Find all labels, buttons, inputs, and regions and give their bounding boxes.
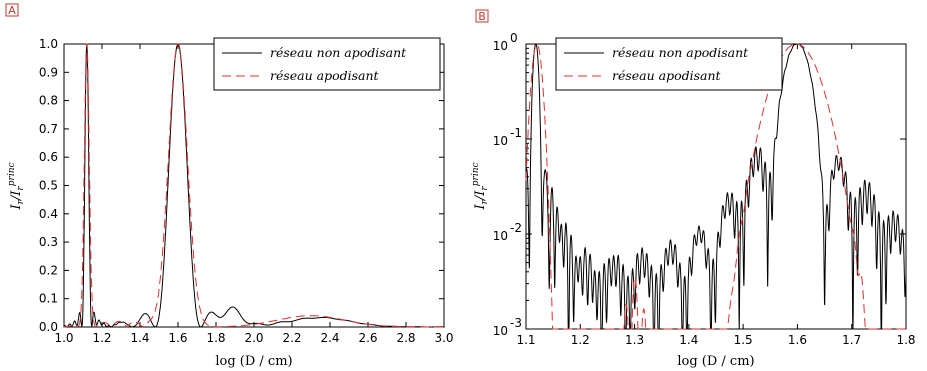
panel-a-label: A	[8, 4, 16, 17]
panel-b-ylabel-mid: /I	[473, 190, 488, 202]
panel-b-ylabel-sup: princ	[471, 162, 481, 186]
panel-b-label: B	[478, 10, 486, 23]
panel-a: A 1.0 1.2 1.4 1.6 1.8 2.0 2.2 2.4 2.6 2.8 3.0 0.00…	[5, 3, 454, 369]
panel-a-y-tick-label: 0.6	[39, 150, 58, 164]
panel-a-x-tick-label: 1.0	[54, 331, 73, 345]
panel-b-y-tick-base: 10	[493, 134, 508, 148]
panel-a-x-tick-label: 2.8	[396, 331, 415, 345]
panel-a-x-tick-label: 2.4	[320, 331, 339, 345]
panel-a-ylabel-sub2: r	[16, 186, 26, 191]
panel-a-x-tick-label: 2.6	[358, 331, 377, 345]
panel-a-y-ticks: 0.0 0.1 0.2 0.3 0.4 0.5 0.6 0.7 0.8 0.9 1.0	[39, 37, 444, 334]
panel-a-legend: réseau non apodisant réseau apodisant	[213, 37, 441, 91]
panel-b-y-tick-base: 10	[493, 229, 508, 243]
panel-b-ylabel-main: I	[473, 204, 488, 211]
svg-text:Ir/Irprinc: Ir/Irprinc	[471, 162, 490, 210]
panel-b-ylabel-sub2: r	[480, 186, 490, 191]
panel-b-legend-item-1: réseau apodisant	[612, 68, 722, 83]
panel-a-x-tick-label: 1.6	[168, 331, 187, 345]
panel-b-y-tick-base: 10	[493, 39, 508, 53]
panel-b-x-tick-label: 1.1	[516, 333, 535, 347]
panel-b-x-tick-label: 1.7	[842, 333, 861, 347]
panel-a-x-tick-label: 2.0	[244, 331, 263, 345]
panel-b-x-tick-label: 1.5	[734, 333, 753, 347]
panel-b-x-tick-label: 1.4	[679, 333, 698, 347]
panel-a-ylabel-mid: /I	[9, 190, 24, 202]
panel-b-x-tick-label: 1.8	[896, 333, 915, 347]
panel-a-x-tick-label: 2.2	[282, 331, 301, 345]
panel-a-x-tick-label: 1.4	[130, 331, 149, 345]
panel-a-y-tick-label: 0.4	[39, 207, 58, 221]
panel-a-y-tick-label: 0.3	[39, 235, 58, 249]
panel-b-xlabel: log (D / cm)	[677, 354, 754, 369]
panel-a-ylabel-sub1: r	[16, 199, 26, 204]
panel-b-y-tick-exponent: -1	[510, 126, 522, 140]
panel-a-y-tick-label: 1.0	[39, 37, 58, 51]
panel-b-legend: réseau non apodisant réseau apodisant	[555, 37, 783, 91]
panel-a-legend-box	[213, 37, 441, 91]
panel-a-xlabel: log (D / cm)	[215, 354, 292, 369]
panel-b-legend-box	[555, 37, 783, 91]
panel-a-x-tick-label: 1.8	[206, 331, 225, 345]
panel-a-x-tick-label: 3.0	[434, 331, 453, 345]
panel-a-y-tick-label: 0.1	[39, 292, 58, 306]
panel-b-x-tick-label: 1.6	[788, 333, 807, 347]
panel-a-ylabel-sup: princ	[7, 162, 17, 186]
panel-a-series-apodisant	[64, 43, 444, 328]
panel-b-x-tick-label: 1.3	[625, 333, 644, 347]
panel-b-x-ticks: 1.1 1.2 1.3 1.4 1.5 1.6 1.7 1.8	[516, 44, 916, 347]
panel-b-y-tick-exponent: -3	[510, 316, 522, 330]
panel-b-x-tick-label: 1.2	[571, 333, 590, 347]
panel-b-badge	[475, 9, 489, 23]
panel-b-series-apodisant	[525, 43, 906, 330]
panel-a-ylabel-main: I	[9, 204, 24, 211]
panel-a-y-tick-label: 0.7	[39, 122, 58, 136]
panel-a-ylabel: Ir/Irprinc	[7, 162, 26, 210]
panel-a-legend-item-1: réseau apodisant	[270, 68, 380, 83]
panel-a-y-tick-label: 0.2	[39, 263, 58, 277]
panel-b-y-tick-base: 10	[493, 324, 508, 338]
panel-a-y-tick-label: 0.5	[39, 179, 58, 193]
panel-b-ylabel: Ir/Irprinc	[471, 162, 490, 210]
panel-b-ylabel-sub1: r	[480, 199, 490, 204]
panel-a-y-tick-label: 0.0	[39, 320, 58, 334]
panel-b-y-tick-exponent: -2	[510, 221, 522, 235]
panel-b-y-tick-exponent: 0	[510, 31, 518, 45]
panel-b-legend-item-0: réseau non apodisant	[612, 45, 749, 60]
panel-a-y-tick-label: 0.9	[39, 65, 58, 79]
panel-a-x-tick-label: 1.2	[92, 331, 111, 345]
svg-text:Ir/Irprinc: Ir/Irprinc	[7, 162, 26, 210]
panel-a-badge	[5, 3, 19, 17]
panel-a-legend-item-0: réseau non apodisant	[270, 45, 407, 60]
panel-b: B 1.1 1.2 1.3 1.4 1.5 1.6 1.7 1.8 10010-110-210…	[471, 9, 916, 369]
panel-a-y-tick-label: 0.8	[39, 94, 58, 108]
